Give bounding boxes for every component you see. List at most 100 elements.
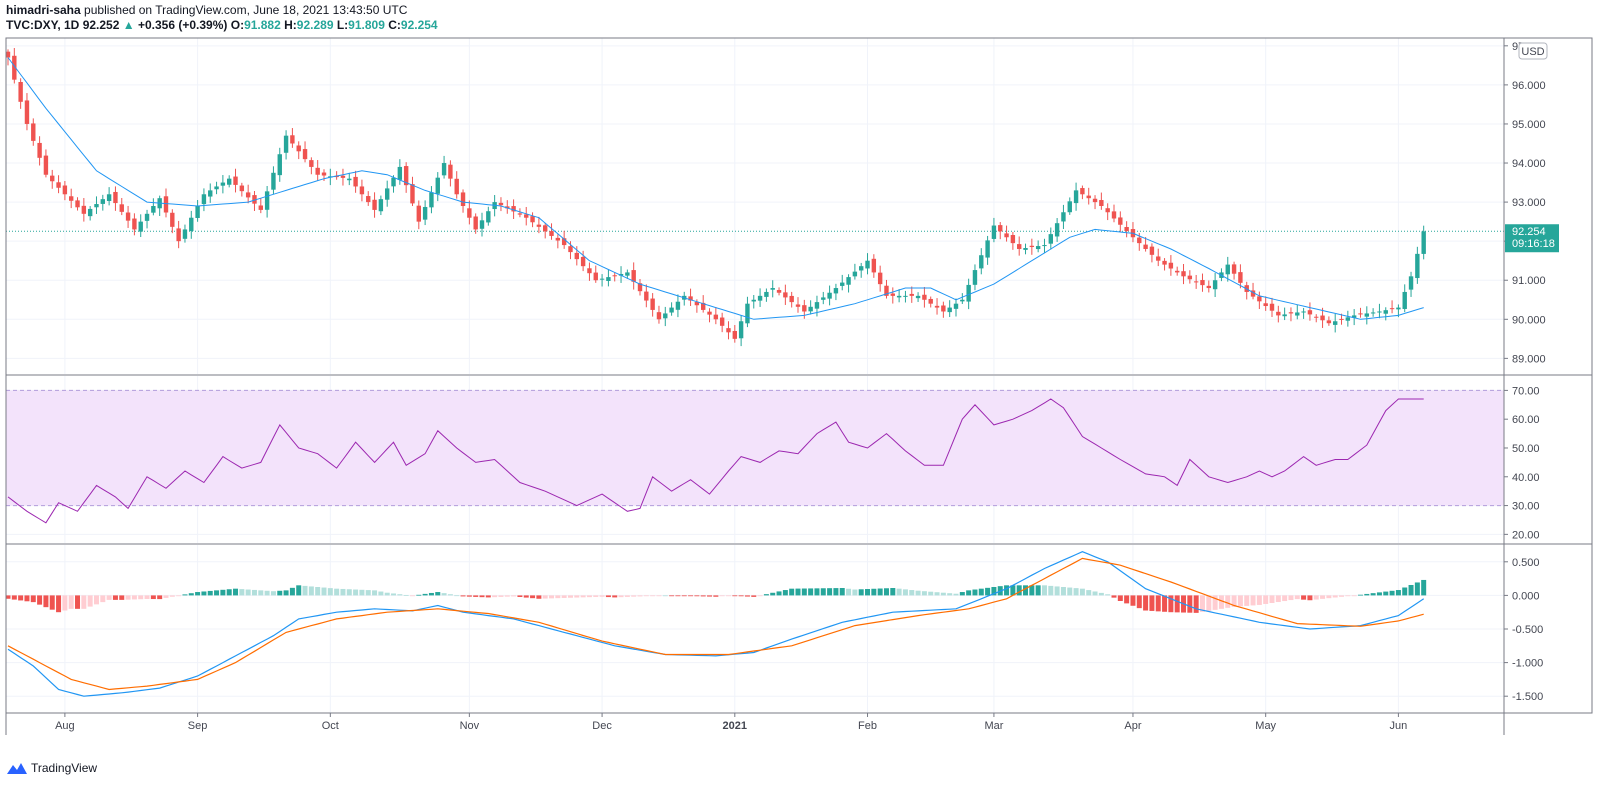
- histogram-bar: [896, 588, 902, 596]
- histogram-bar: [378, 591, 384, 596]
- candle: [385, 180, 390, 207]
- currency-badge[interactable]: USD: [1518, 42, 1548, 60]
- candle-body: [745, 303, 750, 324]
- candle-body: [1421, 231, 1426, 254]
- candle-body: [220, 182, 226, 186]
- candle: [353, 170, 358, 193]
- y-tick-label: 90.000: [1512, 314, 1546, 326]
- histogram-bar: [1218, 595, 1224, 609]
- histogram-bar: [593, 595, 599, 597]
- candle-body: [1175, 270, 1180, 273]
- histogram-bar: [827, 588, 833, 596]
- histogram-bar: [1288, 595, 1294, 601]
- histogram-bar: [1231, 595, 1237, 607]
- tradingview-brand[interactable]: TradingView: [6, 761, 97, 775]
- histogram-bar: [1193, 595, 1199, 613]
- histogram-bar: [959, 592, 965, 596]
- candle: [189, 210, 194, 239]
- candle: [1295, 304, 1300, 320]
- histogram-bar: [56, 595, 62, 613]
- candle-body: [1314, 316, 1319, 318]
- histogram-bar: [934, 592, 940, 596]
- candle: [587, 262, 592, 281]
- candle-body: [1257, 296, 1262, 302]
- histogram-bar: [605, 595, 611, 598]
- candle-body: [865, 260, 870, 269]
- y-tick-label: 91.000: [1512, 275, 1546, 287]
- histogram-bar: [176, 595, 182, 597]
- symbol-label[interactable]: TVC:DXY, 1D: [6, 18, 80, 32]
- author-name[interactable]: himadri-saha: [6, 3, 81, 17]
- candle: [896, 289, 902, 303]
- candle-body: [1358, 313, 1363, 315]
- histogram-bar: [1130, 595, 1136, 606]
- candle: [1061, 204, 1066, 229]
- time-axis[interactable]: Aug Sep Oct Nov Dec 2021 Feb Mar Apr May Jun: [55, 713, 1407, 732]
- y-tick-label: -1.500: [1512, 691, 1543, 703]
- candle: [1105, 203, 1110, 221]
- candle: [1370, 308, 1376, 317]
- histogram-bar: [1370, 593, 1376, 596]
- candle-body: [637, 283, 643, 292]
- candle: [1301, 307, 1306, 319]
- histogram-bar: [315, 587, 321, 596]
- histogram-bar: [93, 595, 99, 605]
- histogram-bar: [340, 588, 346, 596]
- candle: [479, 212, 485, 237]
- histogram-bar: [1294, 595, 1300, 600]
- candle-body: [416, 205, 421, 222]
- candle: [1010, 231, 1016, 250]
- candle-body: [1124, 227, 1129, 232]
- candle-body: [170, 212, 175, 227]
- candle-body: [100, 199, 105, 204]
- candle: [410, 176, 415, 207]
- candle-body: [941, 305, 946, 312]
- candle: [277, 147, 282, 182]
- candle: [953, 298, 959, 317]
- histogram-bar: [814, 588, 820, 596]
- candle: [517, 208, 523, 218]
- open-label: O:: [230, 18, 245, 32]
- histogram-bar: [1357, 594, 1363, 596]
- candle-body: [713, 314, 719, 320]
- candle-body: [1168, 262, 1174, 269]
- candle-body: [846, 277, 851, 285]
- candle-body: [574, 252, 579, 260]
- candle: [24, 93, 30, 131]
- candle: [100, 194, 105, 211]
- candle: [1276, 305, 1281, 323]
- candle-body: [1345, 317, 1351, 321]
- candle-body: [517, 213, 523, 215]
- histogram-bar: [542, 595, 548, 599]
- candle: [296, 141, 301, 160]
- candle: [941, 301, 946, 318]
- candle: [106, 187, 112, 206]
- candle-body: [543, 225, 548, 232]
- y-tick-label: -1.000: [1512, 658, 1543, 670]
- candle-body: [644, 291, 649, 301]
- candle-body: [1162, 260, 1167, 265]
- histogram-bar: [1275, 595, 1281, 603]
- histogram-bar: [738, 595, 744, 597]
- histogram-bar: [1155, 595, 1161, 612]
- price-axes[interactable]: 89.00090.00091.00092.00093.00094.00095.0…: [1504, 41, 1546, 703]
- chart-canvas[interactable]: 89.00090.00091.00092.00093.00094.00095.0…: [0, 0, 1600, 755]
- histogram-bar: [732, 595, 738, 597]
- candle-body: [467, 208, 472, 218]
- candle: [1257, 291, 1262, 310]
- open-value: 91.882: [244, 18, 281, 32]
- candle: [593, 265, 598, 283]
- candle: [1326, 316, 1332, 326]
- candle-body: [770, 288, 775, 290]
- candle: [422, 200, 428, 226]
- candle-body: [1225, 264, 1230, 275]
- histogram-bar: [264, 590, 270, 596]
- histogram-bar: [782, 590, 788, 596]
- candle: [1004, 225, 1009, 242]
- candle-body: [1389, 308, 1395, 310]
- candle-body: [1295, 312, 1300, 316]
- tradingview-logo-icon: [7, 763, 27, 774]
- candle-body: [1080, 188, 1085, 195]
- candle-body: [593, 272, 598, 281]
- candle-body: [1187, 275, 1193, 280]
